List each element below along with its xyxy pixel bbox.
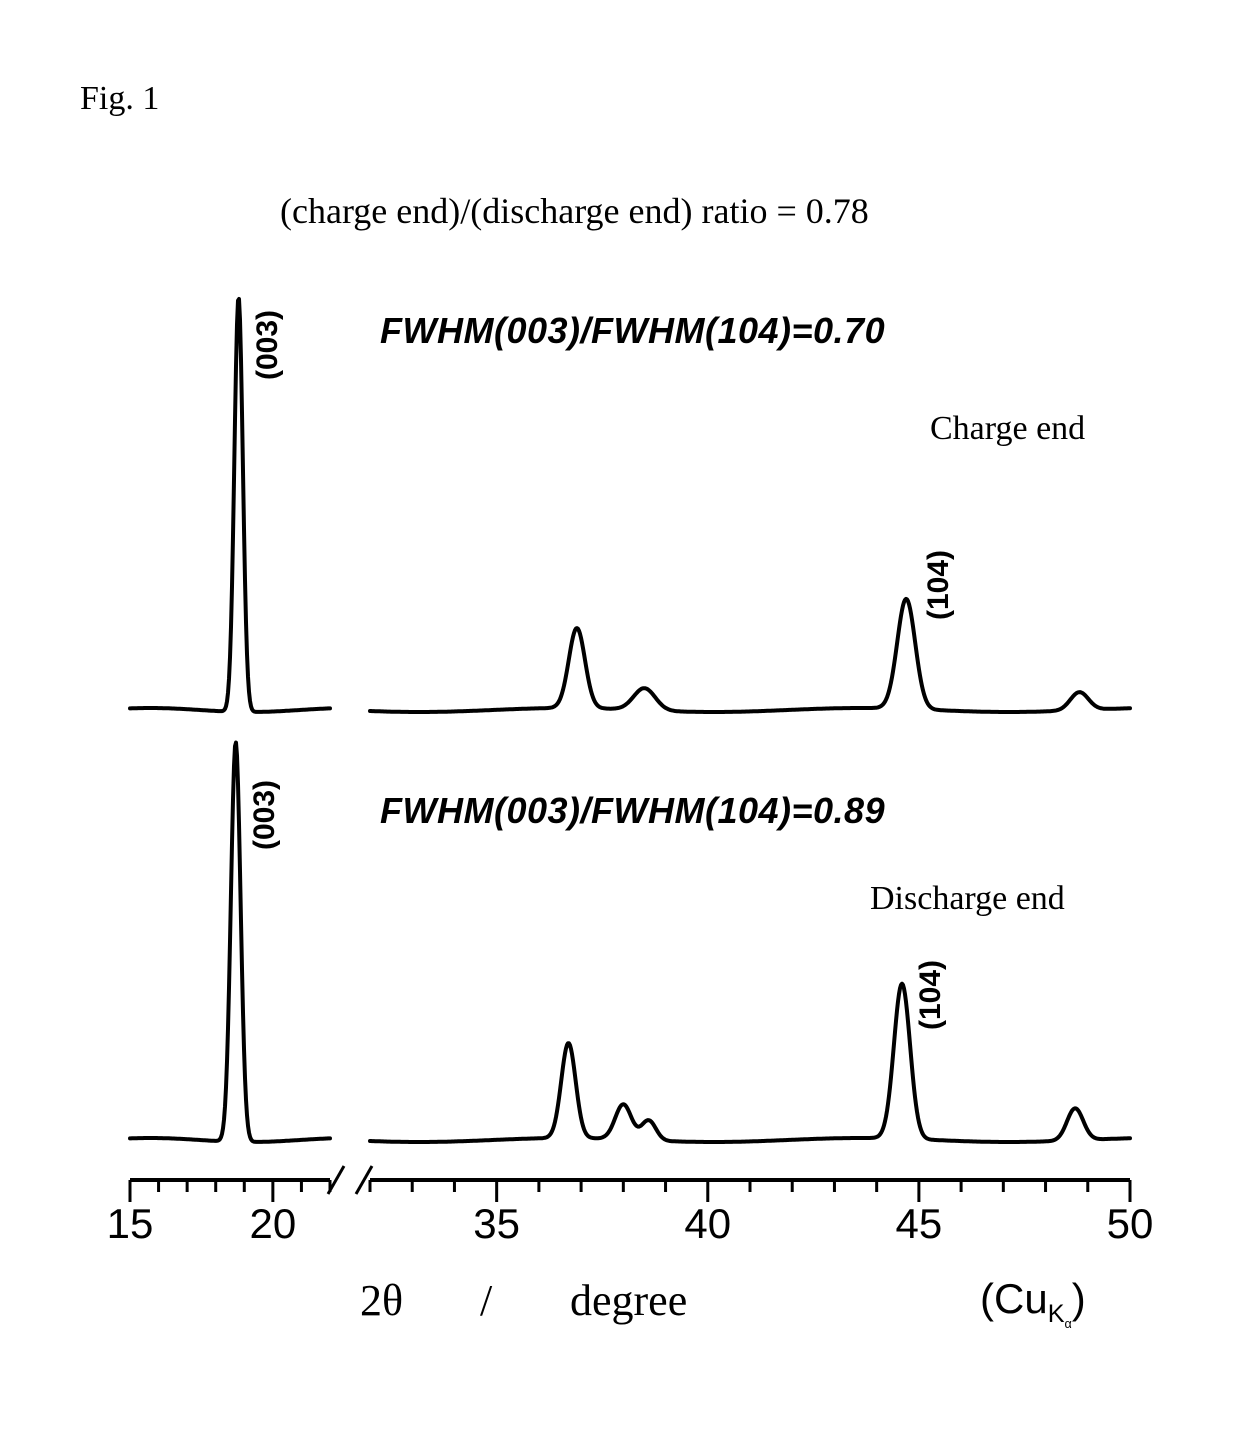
fwhm-label-discharge: FWHM(003)/FWHM(104)=0.89 [380, 790, 885, 832]
axis-title-slash: / [480, 1275, 492, 1326]
axis-tick-50: 50 [1100, 1200, 1160, 1248]
axis-tick-40: 40 [678, 1200, 738, 1248]
axis-title-2theta: 2θ [360, 1275, 403, 1326]
peak-label-104-charge: (104) [922, 550, 956, 620]
axis-tick-20: 20 [243, 1200, 303, 1248]
axis-source-label: (CuKα) [980, 1275, 1086, 1331]
peak-label-104-discharge: (104) [914, 960, 948, 1030]
axis-tick-15: 15 [100, 1200, 160, 1248]
axis-tick-45: 45 [889, 1200, 949, 1248]
peak-label-003-discharge: (003) [248, 780, 282, 850]
xrd-chart [0, 0, 1240, 1449]
side-label-charge: Charge end [930, 410, 1085, 448]
side-label-discharge: Discharge end [870, 880, 1065, 918]
axis-title-degree: degree [570, 1275, 687, 1326]
peak-label-003-charge: (003) [251, 310, 285, 380]
fwhm-label-charge: FWHM(003)/FWHM(104)=0.70 [380, 310, 885, 352]
axis-tick-35: 35 [467, 1200, 527, 1248]
